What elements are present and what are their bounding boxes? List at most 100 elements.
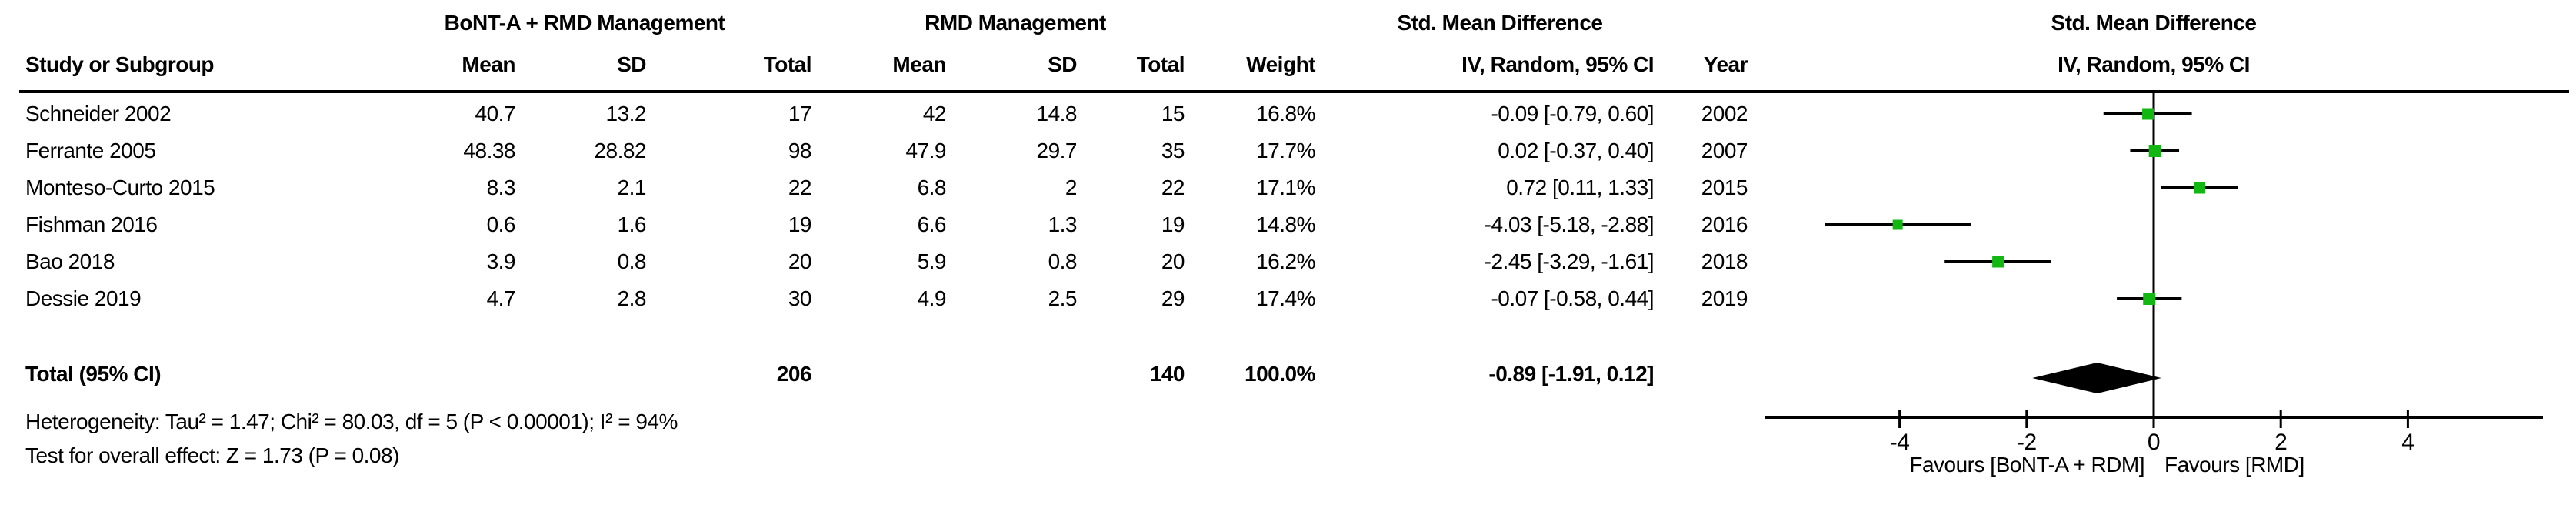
study-label: Fishman 2016: [25, 212, 158, 236]
total1-value: 20: [788, 249, 812, 273]
ci-value: -0.09 [-0.79, 0.60]: [1491, 102, 1654, 125]
mean2-value: 5.9: [917, 249, 947, 273]
sd1-value: 0.8: [617, 249, 647, 273]
effect-marker: [2193, 182, 2205, 194]
header-divider-rule: [19, 90, 2569, 93]
table-row: Monteso-Curto 2015 8.3 2.1 22 6.8 2 22 17.1% 0.7…: [0, 169, 2576, 206]
pooled-effect-diamond: [2032, 363, 2161, 393]
group1-header: BoNT-A + RMD Management: [444, 11, 725, 35]
sd2-value: 29.7: [1036, 139, 1078, 162]
col-header-sd1: SD: [617, 52, 646, 76]
ci-value: -4.03 [-5.18, -2.88]: [1484, 212, 1655, 236]
col-header-total1: Total: [763, 52, 812, 76]
study-label: Schneider 2002: [25, 102, 172, 125]
col-header-study: Study or Subgroup: [25, 52, 215, 76]
sd1-value: 1.6: [617, 212, 647, 236]
effect-marker: [1892, 219, 1903, 230]
effect-marker: [2143, 293, 2156, 305]
total1-value: 19: [788, 212, 812, 236]
axis-tick-label: -4: [1890, 430, 1910, 455]
axis-tick-label: 0: [2148, 430, 2160, 455]
ci-value: 0.72 [0.11, 1.33]: [1506, 176, 1654, 199]
mean1-value: 40.7: [475, 102, 516, 125]
effect-marker: [2148, 145, 2161, 157]
ci-value: 0.02 [-0.37, 0.40]: [1498, 139, 1654, 162]
favours-right-label: Favours [RMD]: [2164, 453, 2304, 477]
overall-effect-test: Test for overall effect: Z = 1.73 (P = 0…: [25, 443, 399, 467]
study-label: Monteso-Curto 2015: [25, 176, 215, 199]
heterogeneity-stats: Heterogeneity: Tau² = 1.47; Chi² = 80.03…: [25, 410, 678, 433]
total-weight: 100.0%: [1245, 362, 1315, 386]
total-label: Total (95% CI): [25, 362, 162, 386]
total-row: Total (95% CI) 206 140 100.0% -0.89 [-1.…: [0, 356, 2576, 393]
table-row: Dessie 2019 4.7 2.8 30 4.9 2.5 29 17.4% -0.07 [-…: [0, 280, 2576, 317]
mean2-value: 6.6: [917, 212, 947, 236]
total2-value: 19: [1161, 212, 1185, 236]
year-value: 2002: [1701, 102, 1748, 125]
sd2-value: 2: [1065, 176, 1078, 199]
year-value: 2007: [1701, 139, 1748, 162]
effect-measure-header: Std. Mean Difference: [1397, 11, 1603, 35]
total1-value: 206: [776, 362, 812, 386]
sd2-value: 2.5: [1048, 286, 1078, 310]
col-header-total2: Total: [1136, 52, 1185, 76]
weight-value: 16.2%: [1256, 249, 1315, 273]
sd2-value: 1.3: [1048, 212, 1078, 236]
year-value: 2019: [1701, 286, 1748, 310]
sd2-value: 0.8: [1048, 249, 1078, 273]
total2-value: 140: [1149, 362, 1185, 386]
plot-header-line2: IV, Random, 95% CI: [2058, 52, 2250, 76]
weight-value: 17.4%: [1256, 286, 1315, 310]
sd1-value: 2.8: [617, 286, 647, 310]
sd1-value: 13.2: [605, 102, 647, 125]
ci-value: -2.45 [-3.29, -1.61]: [1484, 249, 1655, 273]
total-ci: -0.89 [-1.91, 0.12]: [1488, 362, 1654, 386]
total2-value: 29: [1161, 286, 1185, 310]
total2-value: 15: [1161, 102, 1185, 125]
total1-value: 30: [788, 286, 812, 310]
table-row: Schneider 2002 40.7 13.2 17 42 14.8 15 16.8% -0.…: [0, 95, 2576, 132]
mean1-value: 8.3: [486, 176, 516, 199]
weight-value: 17.7%: [1256, 139, 1315, 162]
year-value: 2016: [1701, 212, 1748, 236]
effect-marker: [1992, 256, 2004, 268]
weight-value: 17.1%: [1256, 176, 1315, 199]
total1-value: 22: [788, 176, 812, 199]
axis-tick-label: 4: [2401, 430, 2414, 455]
mean1-value: 0.6: [486, 212, 516, 236]
mean1-value: 3.9: [486, 249, 516, 273]
mean2-value: 4.9: [917, 286, 947, 310]
total2-value: 22: [1161, 176, 1185, 199]
group2-header: RMD Management: [925, 11, 1106, 35]
year-value: 2015: [1701, 176, 1748, 199]
total1-value: 17: [788, 102, 812, 125]
col-header-sd2: SD: [1048, 52, 1077, 76]
weight-value: 16.8%: [1256, 102, 1315, 125]
col-header-ci: IV, Random, 95% CI: [1461, 52, 1654, 76]
mean2-value: 47.9: [905, 139, 947, 162]
favours-left-label: Favours [BoNT-A + RDM]: [1909, 453, 2144, 477]
col-header-mean1: Mean: [462, 52, 515, 76]
study-label: Ferrante 2005: [25, 139, 156, 162]
col-header-year: Year: [1703, 52, 1748, 76]
mean1-value: 4.7: [486, 286, 516, 310]
mean2-value: 6.8: [917, 176, 947, 199]
table-row: Bao 2018 3.9 0.8 20 5.9 0.8 20 16.2% -2.45 [-3.2…: [0, 243, 2576, 280]
total2-value: 35: [1161, 139, 1185, 162]
year-value: 2018: [1701, 249, 1748, 273]
sd1-value: 2.1: [617, 176, 647, 199]
axis-tick-label: -2: [2017, 430, 2037, 455]
plot-header-line1: Std. Mean Difference: [2051, 11, 2257, 35]
mean1-value: 48.38: [463, 139, 515, 162]
sd2-value: 14.8: [1036, 102, 1078, 125]
study-label: Dessie 2019: [25, 286, 142, 310]
table-row: Ferrante 2005 48.38 28.82 98 47.9 29.7 35 17.7%…: [0, 132, 2576, 169]
mean2-value: 42: [922, 102, 947, 125]
study-label: Bao 2018: [25, 249, 115, 273]
ci-value: -0.07 [-0.58, 0.44]: [1491, 286, 1654, 310]
table-row: Fishman 2016 0.6 1.6 19 6.6 1.3 19 14.8% -4.03 […: [0, 206, 2576, 243]
col-header-mean2: Mean: [892, 52, 946, 76]
effect-marker: [2142, 108, 2154, 120]
